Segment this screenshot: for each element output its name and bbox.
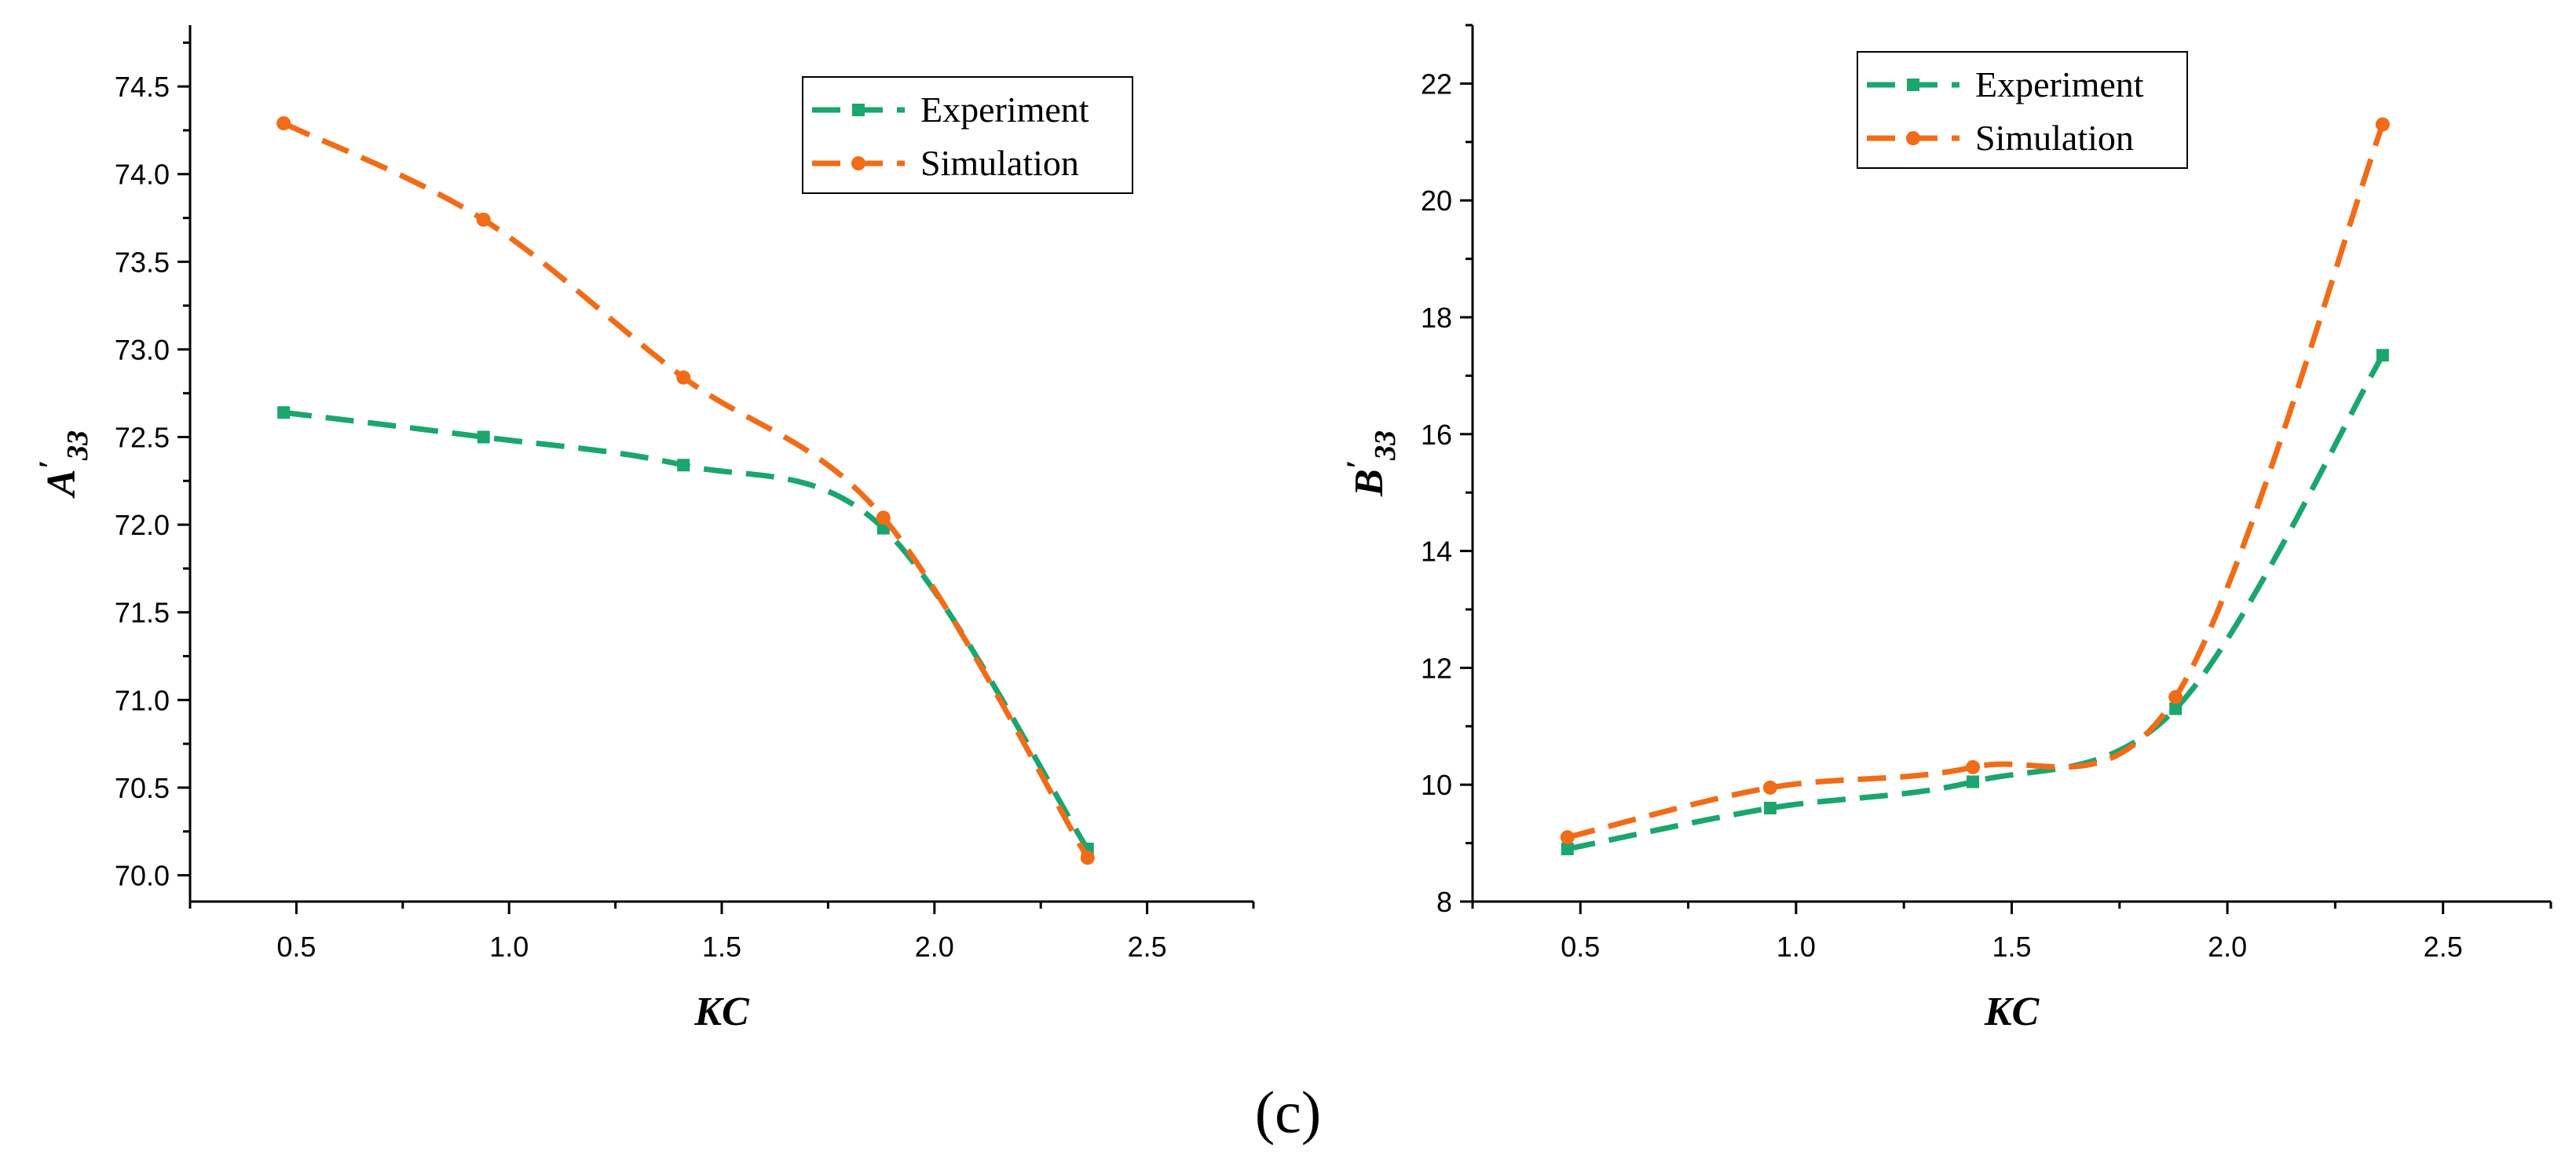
y-tick-label: 20: [1421, 185, 1452, 217]
legend-box: [802, 76, 1133, 194]
y-tick-label: 73.5: [115, 246, 170, 278]
x-tick-label: 2.0: [915, 931, 954, 963]
data-point-experiment: [277, 406, 291, 419]
data-point-simulation: [1560, 830, 1575, 845]
legend-label-experiment: Experiment: [920, 90, 1089, 130]
chart-panel-a33: 0.5 1.0 1.5 2.0 2.5 70.0 70.5 71.0 71.5 72.0 72.5 7…: [32, 25, 1255, 1034]
x-tick-label: 1.5: [1992, 931, 2031, 963]
y-tick-label: 71.5: [115, 597, 170, 629]
data-point-simulation: [276, 115, 291, 130]
data-point-simulation: [1080, 851, 1095, 865]
data-point-simulation: [476, 212, 491, 227]
y-tick-label: 72.0: [115, 509, 170, 541]
y-tick-label: 74.0: [115, 159, 170, 191]
data-point-simulation: [2375, 117, 2390, 132]
y-tick-label: 18: [1421, 302, 1452, 334]
y-tick-label: 72.5: [115, 422, 170, 454]
y-tick-label: 73.0: [115, 334, 170, 366]
y-tick-label: 8: [1436, 886, 1452, 918]
legend: Experiment Simulation: [802, 76, 1133, 194]
data-point-experiment: [2376, 349, 2389, 362]
x-tick-label: 1.0: [489, 931, 529, 963]
x-tick-label: 2.5: [1128, 931, 1167, 963]
legend-marker-simulation: [851, 156, 865, 170]
x-tick-label: 2.5: [2424, 931, 2463, 963]
y-axis-title: B′33: [1340, 430, 1402, 497]
data-point-simulation: [2168, 690, 2183, 704]
data-point-simulation: [876, 510, 891, 525]
x-tick-label: 1.0: [1776, 931, 1816, 963]
data-point-experiment: [1763, 801, 1776, 814]
x-axis-title: KC: [1984, 990, 2040, 1034]
data-point-experiment: [677, 459, 690, 472]
y-tick-label: 74.5: [115, 71, 170, 103]
legend-label-experiment: Experiment: [1975, 64, 2144, 104]
series-line-experiment: [1567, 353, 2385, 852]
data-point-simulation: [676, 370, 691, 385]
y-tick-label: 12: [1421, 652, 1452, 684]
series-line-simulation: [1566, 123, 2386, 840]
series-line-simulation: [282, 120, 1090, 860]
series-line-experiment: [283, 409, 1090, 851]
y-tick-label: 70.0: [115, 860, 170, 892]
x-tick-label: 2.0: [2208, 931, 2247, 963]
x-axis-title: KC: [693, 990, 750, 1034]
legend-marker-experiment: [852, 104, 865, 116]
chart-panel-b33: 0.5 1.0 1.5 2.0 2.5 8 10 12 14 16 18 20 22 KC B′33 Expe…: [1340, 24, 2552, 1034]
figure-caption: (c): [1255, 1080, 1321, 1146]
legend: Experiment Simulation: [1857, 51, 2188, 169]
y-tick-label: 71.0: [115, 684, 170, 716]
legend-marker-simulation: [1906, 131, 1920, 145]
x-tick-label: 0.5: [276, 931, 316, 963]
legend-marker-experiment: [1907, 79, 1919, 91]
y-axis-title: A′33: [32, 430, 94, 499]
legend-label-simulation: Simulation: [920, 143, 1079, 183]
data-point-experiment: [1967, 775, 1980, 788]
y-tick-label: 10: [1421, 769, 1452, 801]
y-tick-label: 22: [1421, 68, 1452, 100]
y-tick-label: 16: [1421, 419, 1452, 451]
y-tick-label: 70.5: [115, 772, 170, 804]
x-tick-label: 1.5: [702, 931, 741, 963]
data-point-experiment: [2169, 702, 2183, 715]
data-point-experiment: [1561, 843, 1574, 856]
y-tick-label: 14: [1421, 536, 1452, 568]
legend-box: [1857, 51, 2188, 169]
data-point-simulation: [1966, 759, 1981, 774]
x-tick-label: 0.5: [1561, 931, 1600, 963]
data-point-simulation: [1762, 780, 1777, 795]
legend-label-simulation: Simulation: [1975, 118, 2134, 158]
data-point-experiment: [477, 430, 490, 444]
